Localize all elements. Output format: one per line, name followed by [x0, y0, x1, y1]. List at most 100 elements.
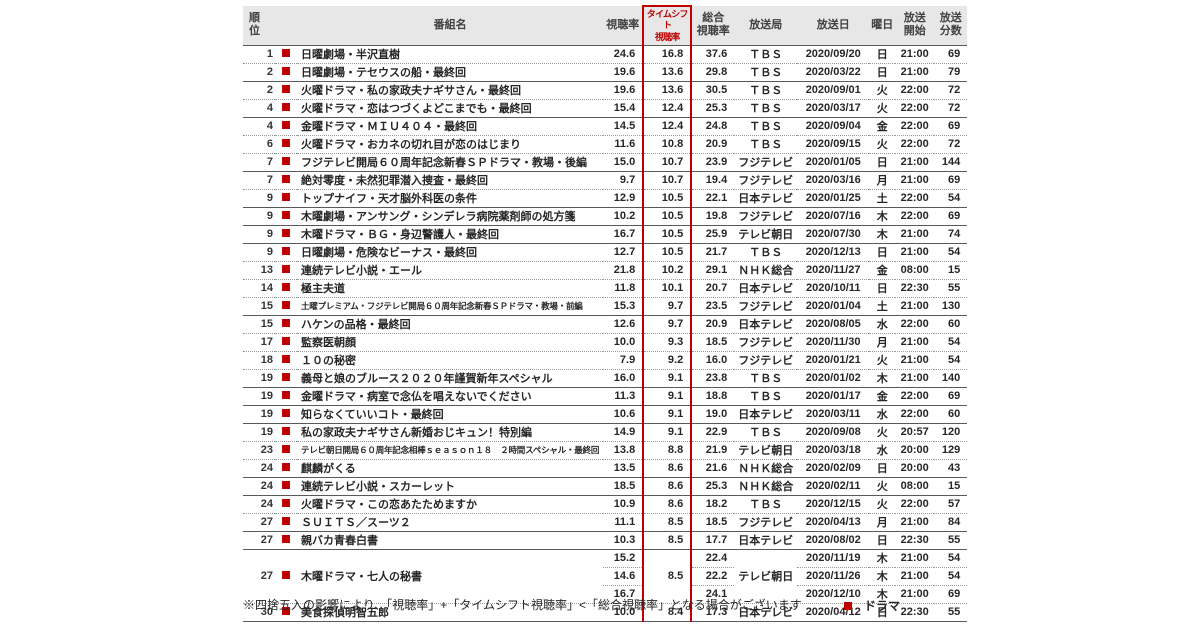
- drama-marker-icon: [282, 211, 290, 220]
- drama-marker-cell: [275, 314, 297, 334]
- total-rating-cell: 29.8: [691, 62, 735, 82]
- table-row: 7 絶対零度・未然犯罪潜入捜査・最終回 9.7 10.7 19.4 フジテレビ 2020/0…: [243, 170, 968, 190]
- drama-marker-icon: [282, 229, 290, 238]
- total-rating-cell: 22.1: [691, 188, 735, 208]
- col-header-day-label: 曜日: [871, 18, 894, 31]
- station-cell: ＴＢＳ: [734, 98, 798, 118]
- minutes-cell: 60: [934, 314, 968, 334]
- program-name-cell: 火曜ドラマ・おカネの切れ目が恋のはじまり: [297, 134, 604, 154]
- rating-cell: 14.9: [603, 422, 644, 442]
- total-rating-cell: 24.1: [691, 584, 735, 604]
- drama-marker-cell: [275, 242, 297, 262]
- rating-cell: 15.4: [603, 98, 644, 118]
- program-name-cell: １０の秘密: [297, 350, 604, 370]
- ranking-table: 順 位 番組名 視聴率 タイムシフト 視聴率 総合 視聴率 放送局 放送日 曜日…: [243, 4, 968, 622]
- program-name-cell: 火曜ドラマ・この恋あたためますか: [297, 494, 604, 514]
- rating-cell: 15.3: [603, 296, 644, 316]
- day-cell: 木: [869, 566, 896, 586]
- rating-cell: 10.2: [603, 206, 644, 226]
- program-name-cell: 金曜ドラマ・ＭＩＵ４０４・最終回: [297, 116, 604, 136]
- start-time-cell: 21:00: [895, 296, 935, 316]
- start-time-cell: 21:00: [895, 152, 935, 172]
- start-time-cell: 21:00: [895, 332, 935, 352]
- day-cell: 木: [869, 206, 896, 226]
- drama-marker-icon: [282, 409, 290, 418]
- timeshift-rating-cell: 9.3: [642, 332, 693, 352]
- station-cell: ＮＨＫ総合: [734, 476, 798, 496]
- timeshift-rating-cell: 9.7: [642, 314, 693, 334]
- rank-cell: 27: [243, 530, 275, 550]
- station-cell: フジテレビ: [734, 350, 798, 370]
- legend-label: ドラマ: [864, 599, 901, 613]
- program-name-cell: 金曜ドラマ・病室で念仏を唱えないでください: [297, 386, 604, 406]
- total-rating-cell: 22.4: [691, 548, 735, 568]
- col-header-timeshift-label: タイムシフト 視聴率: [646, 9, 689, 42]
- date-cell: 2020/03/18: [797, 440, 870, 460]
- drama-marker-icon: [282, 535, 290, 544]
- drama-marker-icon: [282, 319, 290, 328]
- rating-cell: 10.9: [603, 494, 644, 514]
- drama-marker-icon: [282, 373, 290, 382]
- program-name-cell: トップナイフ・天才脳外科医の条件: [297, 188, 604, 208]
- program-name-cell: ハケンの品格・最終回: [297, 314, 604, 334]
- start-time-cell: 20:00: [895, 458, 935, 478]
- table-row: 2 日曜劇場・テセウスの船・最終回 19.6 13.6 29.8 ＴＢＳ 2020/03/2…: [243, 62, 968, 82]
- date-cell: 2020/12/15: [797, 494, 870, 514]
- timeshift-rating-cell: 8.6: [642, 494, 693, 514]
- drama-marker-cell: [275, 116, 297, 136]
- col-header-station: 放送局: [734, 6, 798, 46]
- drama-marker-cell: [275, 332, 297, 352]
- rating-cell: 10.0: [603, 602, 644, 622]
- minutes-cell: 15: [934, 476, 968, 496]
- program-name-cell: 義母と娘のブルース２０２０年謹賀新年スペシャル: [297, 368, 604, 388]
- drama-marker-icon: [282, 67, 290, 76]
- station-cell: テレビ朝日: [734, 440, 798, 460]
- timeshift-rating-cell: 8.5: [642, 512, 693, 532]
- table-row: 19 私の家政夫ナギサさん新婚おじキュン！特別編 14.9 9.1 22.9 ＴＢＳ 202…: [243, 422, 968, 442]
- table-row: 4 火曜ドラマ・恋はつづくよどこまでも・最終回 15.4 12.4 25.3 ＴＢＳ 202…: [243, 98, 968, 118]
- col-header-start: 放送 開始: [895, 6, 935, 46]
- minutes-cell: 79: [934, 62, 968, 82]
- drama-marker-icon: [282, 571, 290, 580]
- table-row: 4 金曜ドラマ・ＭＩＵ４０４・最終回 14.5 12.4 24.8 ＴＢＳ 2020/09/…: [243, 116, 968, 136]
- timeshift-rating-cell: 12.4: [642, 116, 693, 136]
- drama-marker-cell: [275, 494, 297, 514]
- rank-cell: 24: [243, 476, 275, 496]
- station-cell: フジテレビ: [734, 332, 798, 352]
- program-name-cell: 土曜プレミアム・フジテレビ開局６０周年記念新春ＳＰドラマ・教場・前編: [297, 296, 604, 316]
- timeshift-rating-cell: 10.1: [642, 278, 693, 298]
- minutes-cell: 69: [934, 584, 968, 604]
- timeshift-rating-cell: 8.5: [642, 548, 693, 604]
- program-name-cell: 麒麟がくる: [297, 458, 604, 478]
- date-cell: 2020/12/13: [797, 242, 870, 262]
- date-cell: 2020/01/25: [797, 188, 870, 208]
- timeshift-rating-cell: 12.4: [642, 98, 693, 118]
- date-cell: 2020/08/02: [797, 530, 870, 550]
- total-rating-cell: 18.5: [691, 332, 735, 352]
- station-cell: フジテレビ: [734, 296, 798, 316]
- ranking-table-body: 1 日曜劇場・半沢直樹 24.6 16.8 37.6 ＴＢＳ 2020/09/20 日 21:0…: [243, 45, 968, 622]
- timeshift-rating-cell: 8.8: [642, 440, 693, 460]
- rank-cell: 18: [243, 350, 275, 370]
- col-header-date-label: 放送日: [816, 18, 850, 31]
- program-name-cell: 木曜劇場・アンサング・シンデレラ病院薬剤師の処方箋: [297, 206, 604, 226]
- drama-marker-cell: [275, 296, 297, 316]
- timeshift-rating-cell: 13.6: [642, 62, 693, 82]
- date-cell: 2020/03/17: [797, 98, 870, 118]
- date-cell: 2020/01/02: [797, 368, 870, 388]
- day-cell: 木: [869, 224, 896, 244]
- minutes-cell: 84: [934, 512, 968, 532]
- table-row: 9 トップナイフ・天才脳外科医の条件 12.9 10.5 22.1 日本テレビ 2020/0…: [243, 188, 968, 208]
- rating-cell: 15.0: [603, 152, 644, 172]
- timeshift-rating-cell: 16.8: [642, 45, 693, 64]
- start-time-cell: 22:00: [895, 404, 935, 424]
- drama-marker-cell: [275, 188, 297, 208]
- date-cell: 2020/03/22: [797, 62, 870, 82]
- minutes-cell: 54: [934, 242, 968, 262]
- table-row: 23 テレビ朝日開局６０周年記念相棒ｓｅａｓｏｎ１８ ２時間スペシャル・最終回 13…: [243, 440, 968, 460]
- total-rating-cell: 19.4: [691, 170, 735, 190]
- start-time-cell: 21:00: [900, 48, 929, 61]
- date-cell: 2020/01/17: [797, 386, 870, 406]
- program-name-cell: 火曜ドラマ・私の家政夫ナギサさん・最終回: [297, 80, 604, 100]
